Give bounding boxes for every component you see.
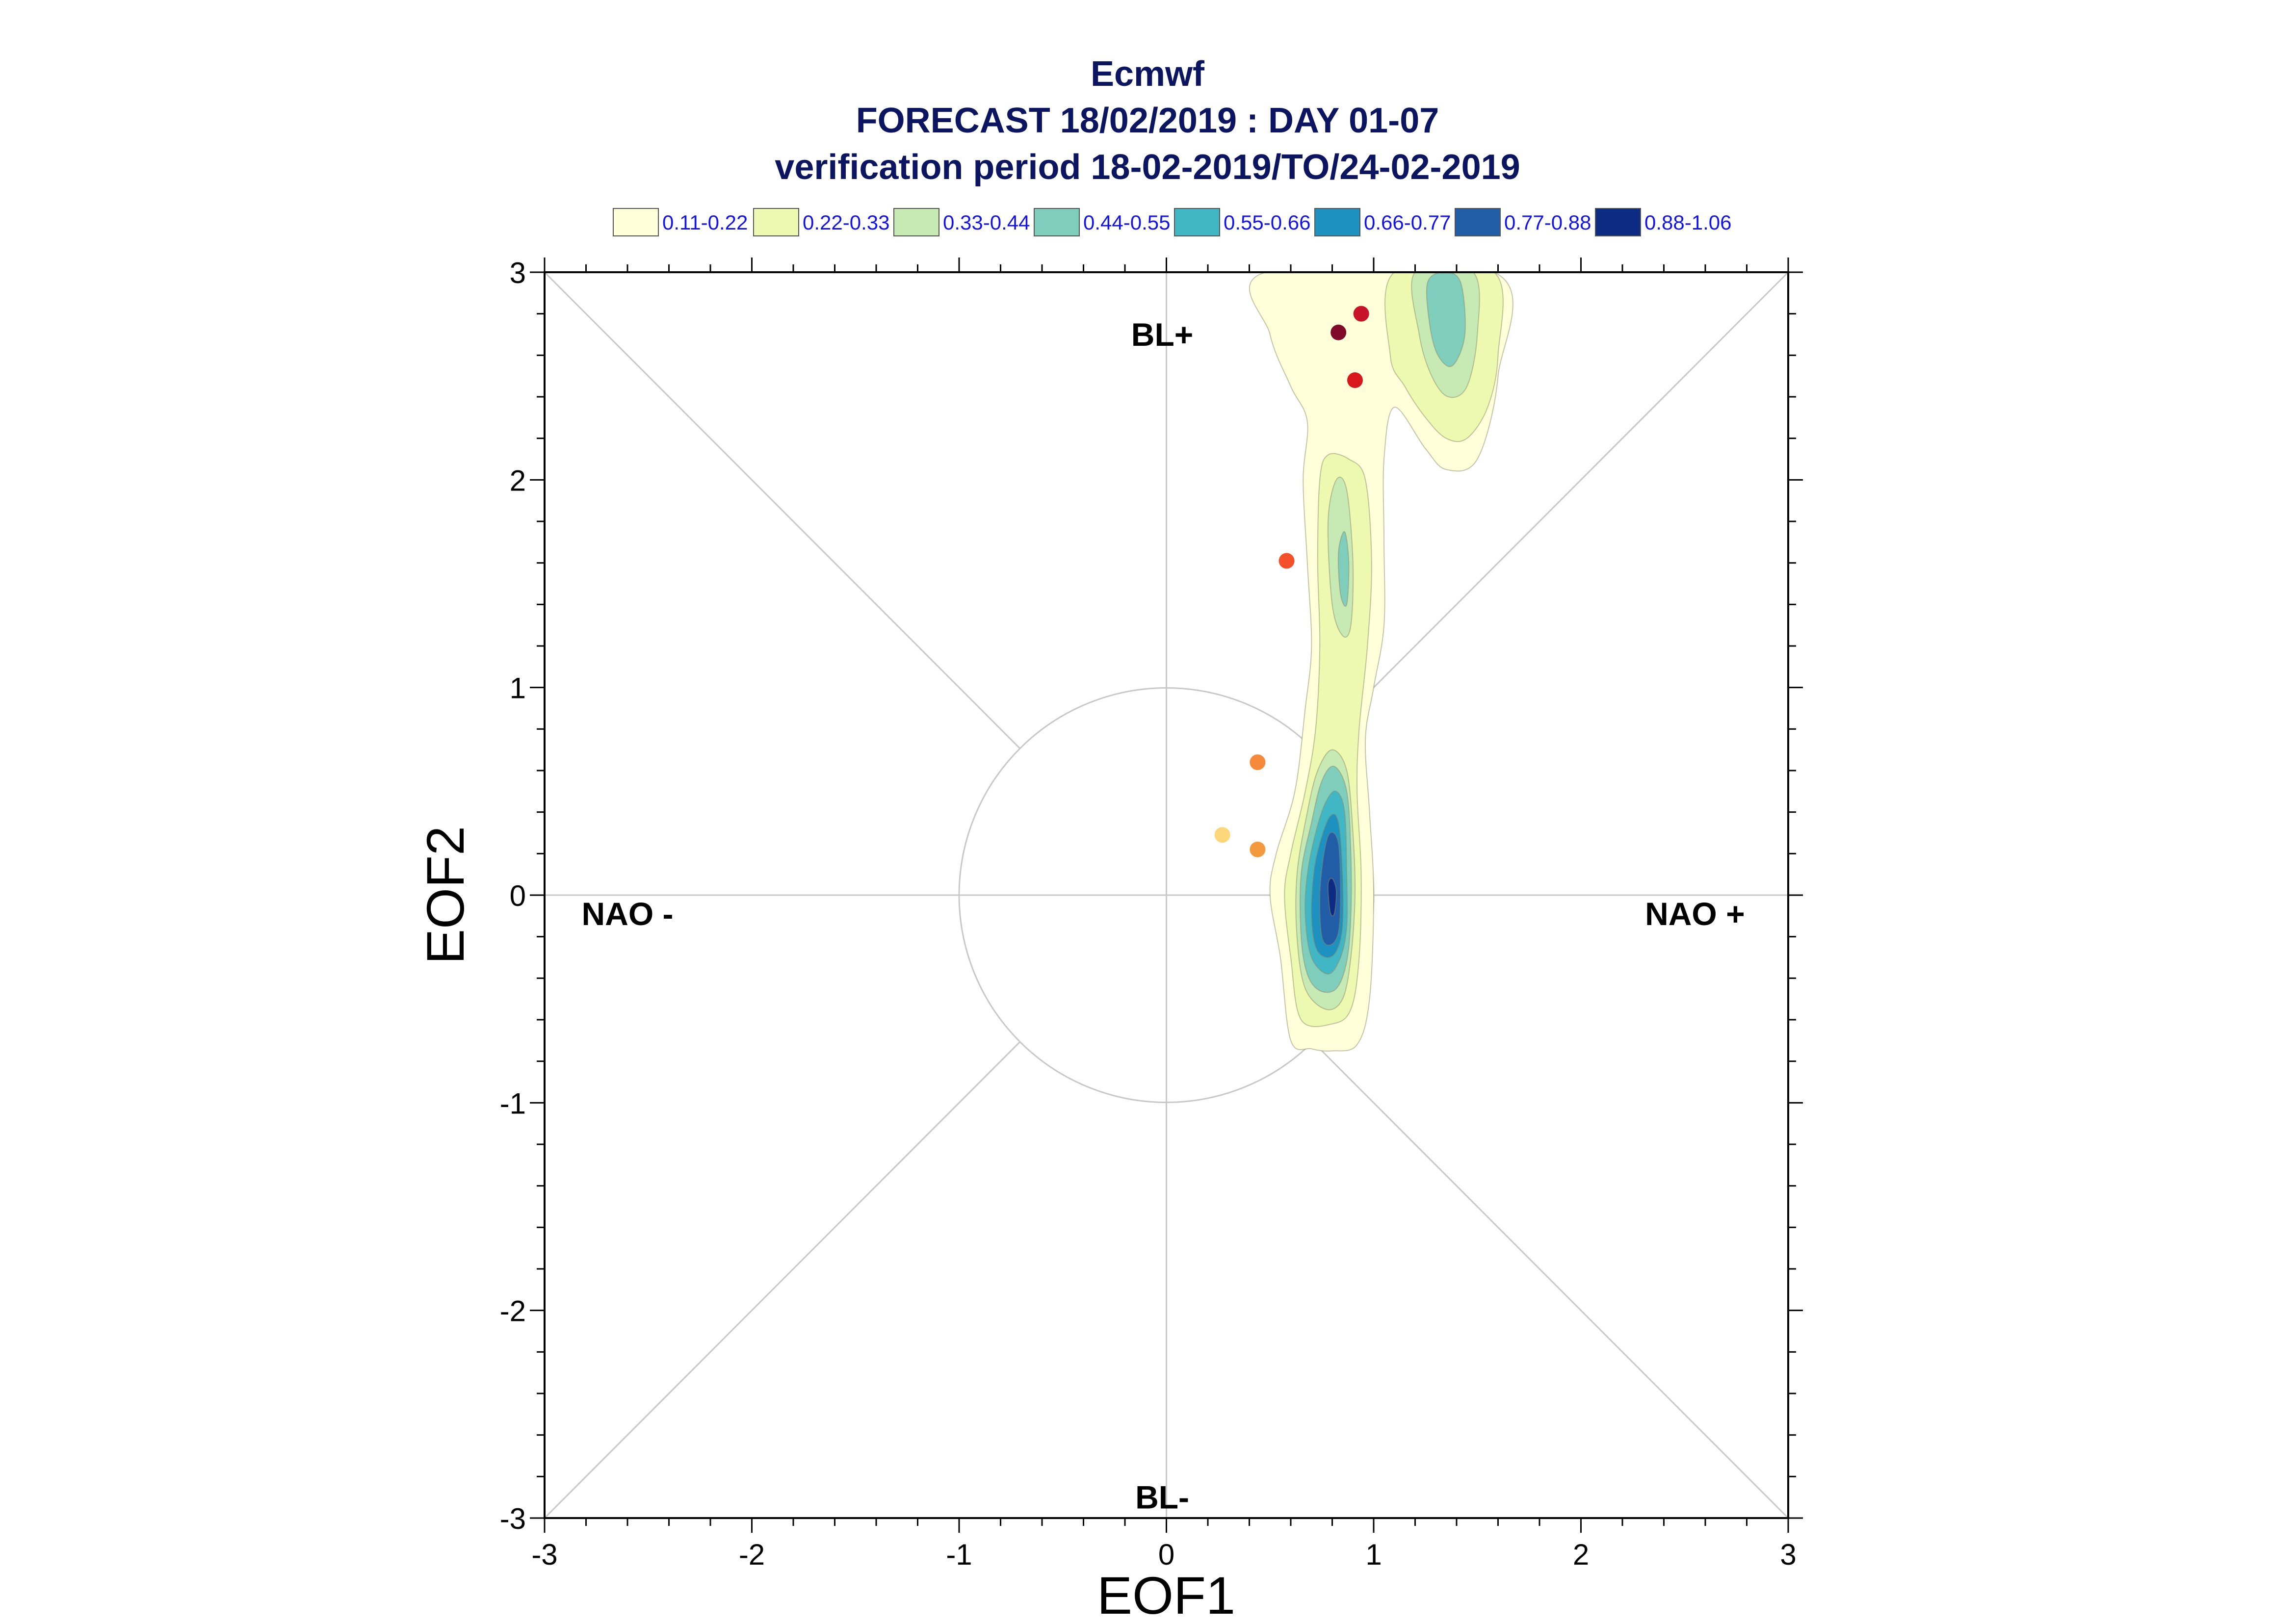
legend-label: 0.66-0.77 bbox=[1364, 211, 1451, 234]
legend-swatch bbox=[1455, 208, 1501, 236]
region-label: BL+ bbox=[1131, 316, 1194, 353]
scatter-point bbox=[1353, 306, 1369, 322]
legend-swatch bbox=[613, 208, 659, 236]
y-tick-label: 2 bbox=[510, 464, 526, 497]
y-tick-label: 0 bbox=[510, 879, 526, 912]
region-labels: BL+ BL- NAO - NAO + bbox=[582, 316, 1745, 1516]
density-contours bbox=[1249, 272, 1513, 1052]
diagonal-line bbox=[1312, 271, 1789, 749]
legend-swatch bbox=[753, 208, 799, 236]
scatter-point bbox=[1330, 324, 1347, 340]
y-tick-label: -3 bbox=[500, 1502, 526, 1535]
region-label: BL- bbox=[1135, 1479, 1189, 1516]
legend-label: 0.77-0.88 bbox=[1504, 211, 1591, 234]
guide-lines bbox=[544, 271, 1789, 1519]
scatter-points bbox=[1214, 306, 1369, 857]
legend-swatch bbox=[1034, 208, 1080, 236]
legend-label: 0.22-0.33 bbox=[803, 211, 889, 234]
diagonal-line bbox=[544, 1041, 1020, 1519]
x-tick-label: 1 bbox=[1365, 1538, 1382, 1571]
legend-swatch bbox=[1174, 208, 1220, 236]
legend: 0.11-0.22 0.22-0.33 0.33-0.44 0.44-0.55 0.55… bbox=[613, 208, 1731, 236]
scatter-point bbox=[1347, 372, 1363, 388]
x-tick-label: 0 bbox=[1158, 1538, 1174, 1571]
y-tick-label: -1 bbox=[500, 1087, 526, 1120]
density-contour bbox=[1426, 272, 1466, 367]
x-tick-label: -1 bbox=[946, 1538, 972, 1571]
chart-title: Ecmwf bbox=[1091, 54, 1205, 94]
diagonal-line bbox=[1312, 1041, 1789, 1519]
x-tick-label: -3 bbox=[531, 1538, 557, 1571]
chart-subtitle: FORECAST 18/02/2019 : DAY 01-07 bbox=[856, 101, 1439, 140]
legend-swatch bbox=[1595, 208, 1641, 236]
x-tick-label: 2 bbox=[1573, 1538, 1589, 1571]
scatter-point bbox=[1250, 754, 1266, 771]
region-label: NAO - bbox=[582, 896, 674, 932]
y-tick-label: 3 bbox=[510, 257, 526, 289]
density-contour bbox=[1327, 877, 1337, 917]
x-axis-label: EOF1 bbox=[1097, 1566, 1235, 1624]
scatter-point bbox=[1250, 841, 1266, 857]
scatter-point bbox=[1278, 553, 1295, 569]
y-axis-label: EOF2 bbox=[416, 826, 475, 964]
legend-swatch bbox=[893, 208, 939, 236]
legend-label: 0.11-0.22 bbox=[662, 211, 748, 234]
y-tick-label: 1 bbox=[510, 672, 526, 705]
y-tick-label: -2 bbox=[500, 1295, 526, 1328]
legend-swatch bbox=[1314, 208, 1360, 236]
legend-label: 0.88-1.06 bbox=[1644, 211, 1731, 234]
x-tick-label: -2 bbox=[739, 1538, 765, 1571]
legend-label: 0.33-0.44 bbox=[943, 211, 1030, 234]
density-contour bbox=[1337, 531, 1350, 607]
legend-label: 0.44-0.55 bbox=[1083, 211, 1170, 234]
chart-subtitle-verification: verification period 18-02-2019/TO/24-02-… bbox=[775, 148, 1520, 187]
region-label: NAO + bbox=[1645, 896, 1745, 932]
axes: -3 -2 -1 0 1 2 3 -3 -2 -1 0 1 2 3 bbox=[500, 257, 1803, 1571]
x-tick-label: 3 bbox=[1780, 1538, 1796, 1571]
legend-label: 0.55-0.66 bbox=[1224, 211, 1310, 234]
scatter-point bbox=[1214, 827, 1230, 843]
diagonal-line bbox=[544, 271, 1020, 749]
